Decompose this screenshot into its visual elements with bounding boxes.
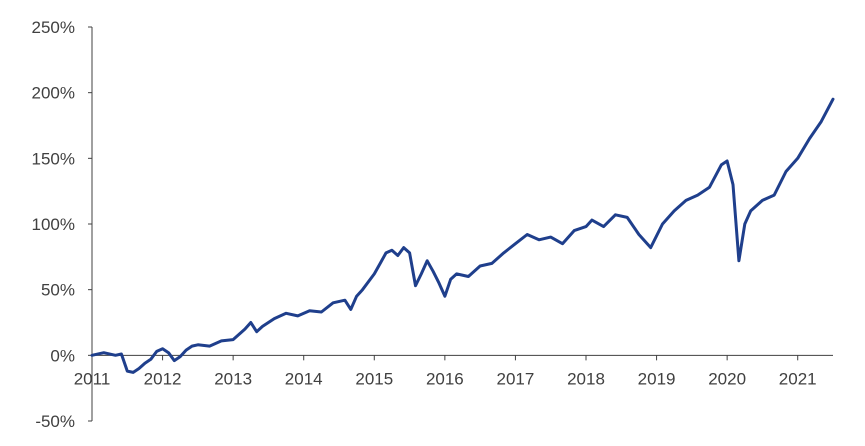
x-axis: 2011 2012 2013 2014 2015 2016 2017 2018 2019 2020… (74, 354, 833, 388)
x-tick-label: 2017 (497, 369, 535, 388)
y-tick-label: 100% (32, 215, 75, 234)
x-tick-label: 2020 (708, 369, 746, 388)
x-tick-label: 2019 (638, 369, 676, 388)
y-axis: -50% 0% 50% 100% 150% 200% 250% (32, 18, 93, 431)
y-tick-label: 150% (32, 149, 75, 168)
x-tick-label: 2018 (567, 369, 605, 388)
y-tick-label: -50% (35, 412, 75, 431)
y-tick-label: 0% (50, 346, 75, 365)
series-line (90, 97, 835, 374)
y-tick-label: 50% (41, 281, 75, 300)
x-tick-label: 2015 (355, 369, 393, 388)
y-tick-label: 250% (32, 18, 75, 37)
x-tick-label: 2021 (779, 369, 817, 388)
x-tick-label: 2016 (426, 369, 464, 388)
series (90, 97, 835, 374)
y-tick-label: 200% (32, 84, 75, 103)
x-tick-label: 2013 (214, 369, 252, 388)
x-tick-label: 2012 (144, 369, 182, 388)
x-tick-label: 2014 (285, 369, 323, 388)
x-tick-label: 2011 (74, 369, 111, 388)
